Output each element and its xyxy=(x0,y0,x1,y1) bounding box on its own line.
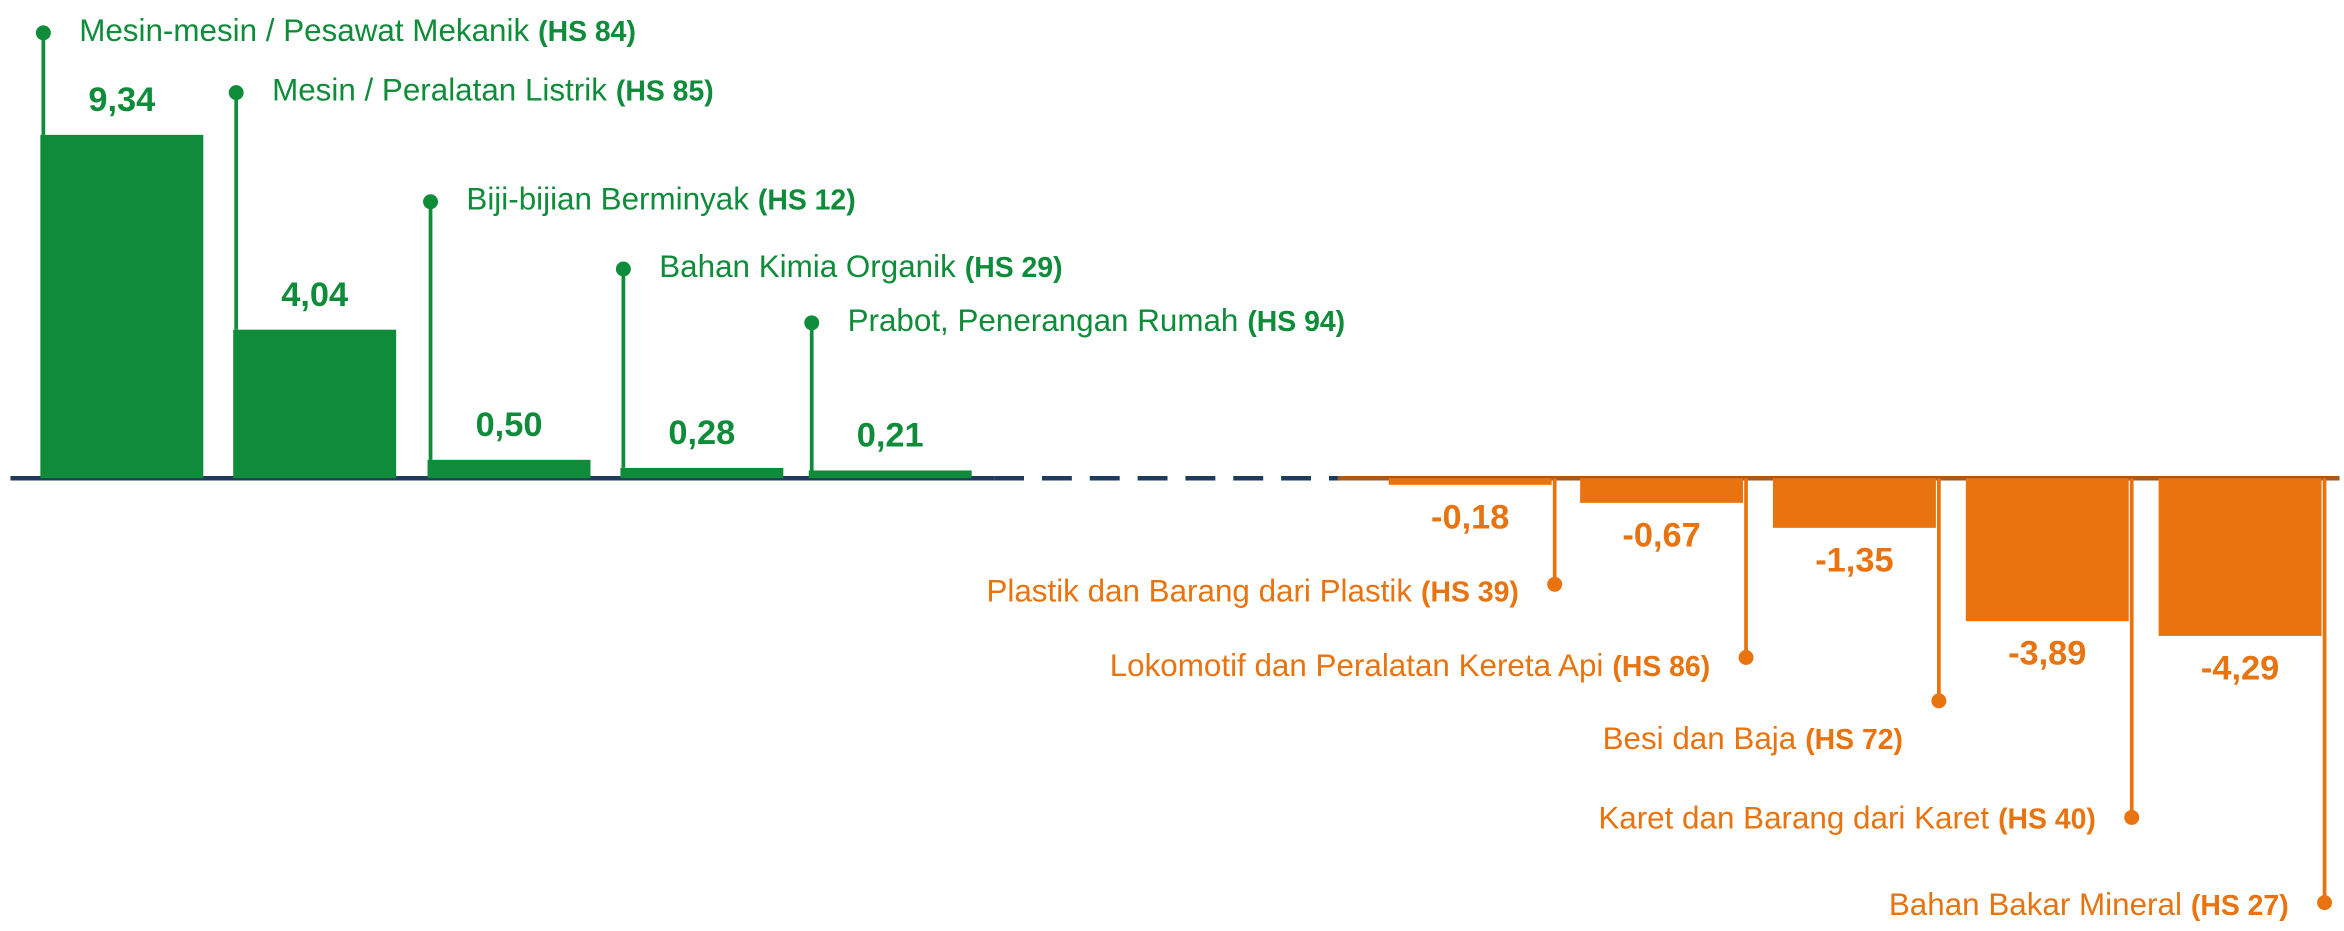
category-label: Besi dan Baja (HS 72) xyxy=(1603,722,1903,757)
category-code: (HS 72) xyxy=(1805,724,1903,756)
category-label: Mesin / Peralatan Listrik (HS 85) xyxy=(272,73,714,108)
leader-dot xyxy=(804,315,820,331)
value-label: 0,21 xyxy=(857,417,924,455)
category-code: (HS 86) xyxy=(1612,650,1710,682)
category-code: (HS 94) xyxy=(1247,305,1345,337)
category-code: (HS 39) xyxy=(1421,576,1519,608)
category-name: Mesin-mesin / Pesawat Mekanik xyxy=(79,13,529,48)
value-label: -3,89 xyxy=(2008,635,2086,673)
category-code: (HS 40) xyxy=(1998,803,2096,835)
category-name: Lokomotif dan Peralatan Kereta Api xyxy=(1110,648,1604,683)
category-code: (HS 84) xyxy=(538,15,636,47)
category-label: Biji-bijian Berminyak (HS 12) xyxy=(466,182,855,217)
value-label: 0,28 xyxy=(668,414,735,452)
category-label: Karet dan Barang dari Karet (HS 40) xyxy=(1598,801,2096,836)
category-name: Bahan Bakar Mineral xyxy=(1889,887,2182,922)
category-name: Mesin / Peralatan Listrik xyxy=(272,73,607,108)
category-name: Karet dan Barang dari Karet xyxy=(1598,801,1989,836)
category-code: (HS 29) xyxy=(965,251,1063,283)
category-code: (HS 12) xyxy=(758,184,856,216)
category-label: Bahan Bakar Mineral (HS 27) xyxy=(1889,887,2289,922)
value-label: -0,67 xyxy=(1622,516,1700,554)
category-label: Lokomotif dan Peralatan Kereta Api (HS 86… xyxy=(1110,648,1710,683)
leader-dot xyxy=(1931,693,1947,709)
leader-dot xyxy=(228,85,244,101)
category-name: Prabot, Penerangan Rumah xyxy=(848,303,1239,338)
value-label: 9,34 xyxy=(88,81,155,119)
value-label: -4,29 xyxy=(2201,649,2279,687)
category-code: (HS 85) xyxy=(616,75,714,107)
category-label: Plastik dan Barang dari Plastik (HS 39) xyxy=(986,574,1518,609)
category-label: Bahan Kimia Organik (HS 29) xyxy=(659,249,1062,284)
bar xyxy=(620,467,784,479)
bar xyxy=(1772,478,1936,528)
value-label: 4,04 xyxy=(281,276,348,314)
category-name: Bahan Kimia Organik xyxy=(659,249,956,284)
leader-dot xyxy=(615,261,631,277)
category-name: Besi dan Baja xyxy=(1603,722,1797,757)
bar xyxy=(2158,478,2322,636)
bar xyxy=(427,459,591,479)
leader-dot xyxy=(2124,809,2140,825)
bar xyxy=(233,329,397,479)
category-label: Prabot, Penerangan Rumah (HS 94) xyxy=(848,303,1346,338)
category-name: Plastik dan Barang dari Plastik xyxy=(986,574,1412,609)
leader-dot xyxy=(1738,650,1754,665)
bar xyxy=(808,470,972,479)
leader-dot xyxy=(423,194,439,210)
bar xyxy=(1965,478,2129,622)
category-code: (HS 27) xyxy=(2191,890,2289,922)
bar xyxy=(1388,478,1552,485)
bar xyxy=(1580,478,1744,503)
category-name: Biji-bijian Berminyak xyxy=(466,182,749,217)
bar xyxy=(40,134,204,479)
value-label: 0,50 xyxy=(476,406,543,444)
leader-dot xyxy=(2317,895,2333,911)
leader-dot xyxy=(1547,576,1563,592)
leader-dot xyxy=(35,25,51,41)
value-label: -0,18 xyxy=(1431,498,1509,536)
category-label: Mesin-mesin / Pesawat Mekanik (HS 84) xyxy=(79,13,636,48)
value-label: -1,35 xyxy=(1815,541,1893,579)
